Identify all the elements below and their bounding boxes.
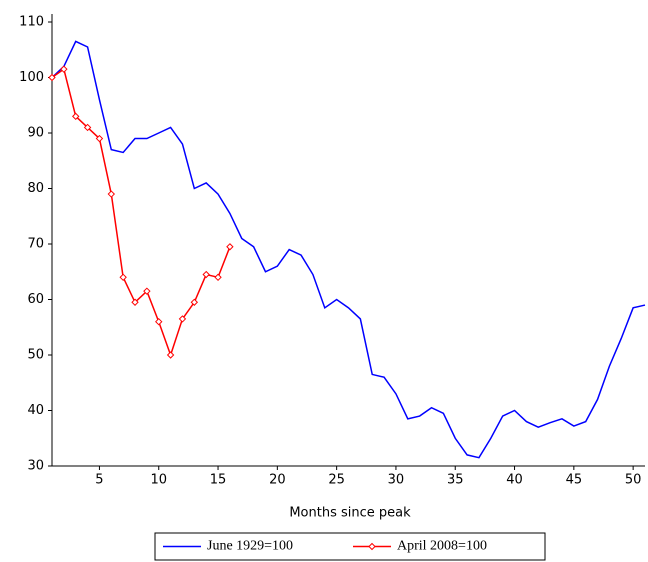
y-tick-label: 80 [27,181,44,196]
point-marker [143,287,151,295]
y-tick-label: 50 [27,348,44,363]
point-marker [48,73,56,82]
point-marker [178,315,187,323]
point-marker [226,243,234,251]
point-marker [166,351,175,359]
x-tick-label: 10 [150,473,167,488]
y-tick-label: 110 [19,15,44,30]
legend-marker [368,542,376,551]
x-tick-label: 35 [447,473,464,488]
x-tick-label: 20 [269,473,286,488]
point-marker [190,298,199,306]
point-marker [202,270,210,279]
y-tick-label: 70 [27,237,44,252]
y-tick-label: 30 [27,459,44,474]
x-tick-label: 45 [566,473,583,488]
x-tick-label: 5 [95,473,103,488]
y-tick-label: 90 [27,126,44,141]
x-tick-label: 50 [625,473,642,488]
x-tick-label: 15 [210,473,227,488]
point-marker [214,273,222,282]
series-line [51,40,646,459]
point-marker [60,65,68,73]
legend-box [154,532,546,561]
legend-label: June 1929=100 [207,539,293,554]
y-tick-label: 60 [27,292,44,307]
x-axis-label: Months since peak [289,506,411,521]
point-marker [155,317,163,326]
point-marker [83,123,92,132]
point-marker [107,190,116,198]
point-marker [72,112,80,121]
series-line [51,67,231,358]
y-tick-label: 40 [27,403,44,418]
legend-label: April 2008=100 [397,539,487,554]
point-marker [131,298,139,306]
x-tick-label: 25 [328,473,345,488]
point-marker [119,273,127,282]
point-marker [95,134,104,143]
y-tick-label: 100 [19,70,44,85]
x-tick-label: 40 [506,473,523,488]
x-tick-label: 30 [388,473,405,488]
